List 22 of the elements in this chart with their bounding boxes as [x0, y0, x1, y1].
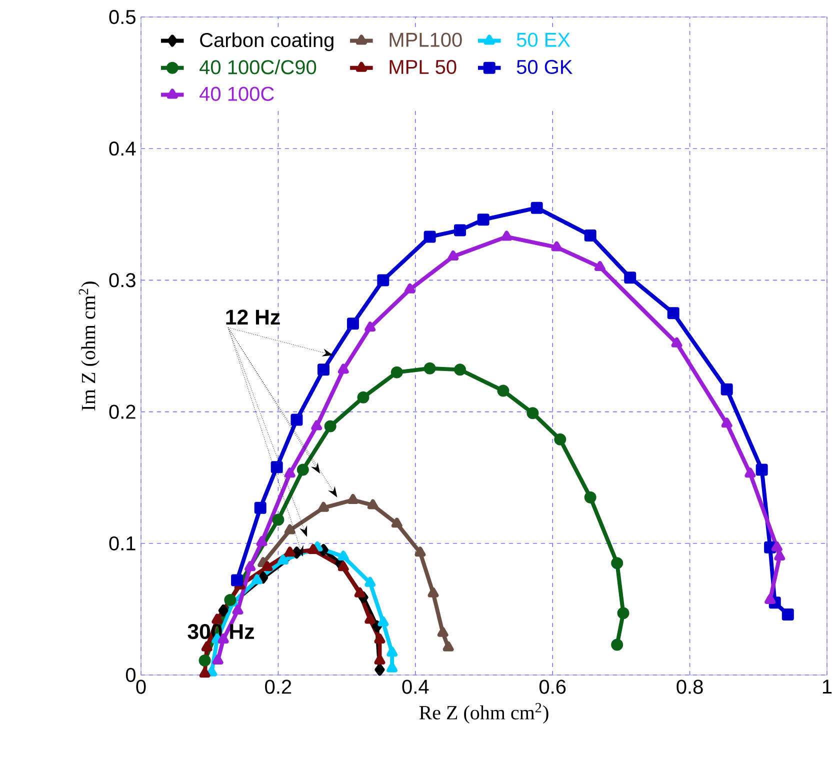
x-axis-title: Re Z (ohm cm$^{2}$)	[419, 703, 548, 724]
y-tick-label: 0.3	[109, 273, 136, 288]
y-tick-label: 0.2	[109, 404, 136, 419]
x-tick-label: 1	[822, 680, 832, 694]
x-tick-label: 0	[136, 680, 146, 694]
y-tick-label: 0.5	[109, 10, 136, 24]
x-tick-label: 0.6	[539, 680, 566, 694]
x-tick-label: 0.8	[676, 680, 703, 694]
legend-label: 50 EX	[516, 32, 570, 47]
y-tick-label: 0.4	[109, 142, 136, 156]
legend-label: MPL 50	[390, 60, 456, 74]
y-tick-label: 0	[126, 668, 136, 682]
y-tick-label: 0.1	[109, 536, 136, 550]
legend-label: Carbon coating	[200, 32, 334, 52]
legend-label: 40 100C/C90	[200, 60, 316, 74]
legend-label: 50 GK	[516, 60, 573, 74]
y-axis-title: Im Z (ohm cm$^{2}$)	[78, 282, 100, 410]
x-tick-label: 0.2	[265, 680, 292, 694]
legend-label: 40 100C	[200, 86, 274, 101]
legend-label: MPL100	[390, 32, 462, 47]
annotation: 12 Hz	[226, 310, 280, 324]
x-tick-label: 0.4	[402, 680, 429, 694]
